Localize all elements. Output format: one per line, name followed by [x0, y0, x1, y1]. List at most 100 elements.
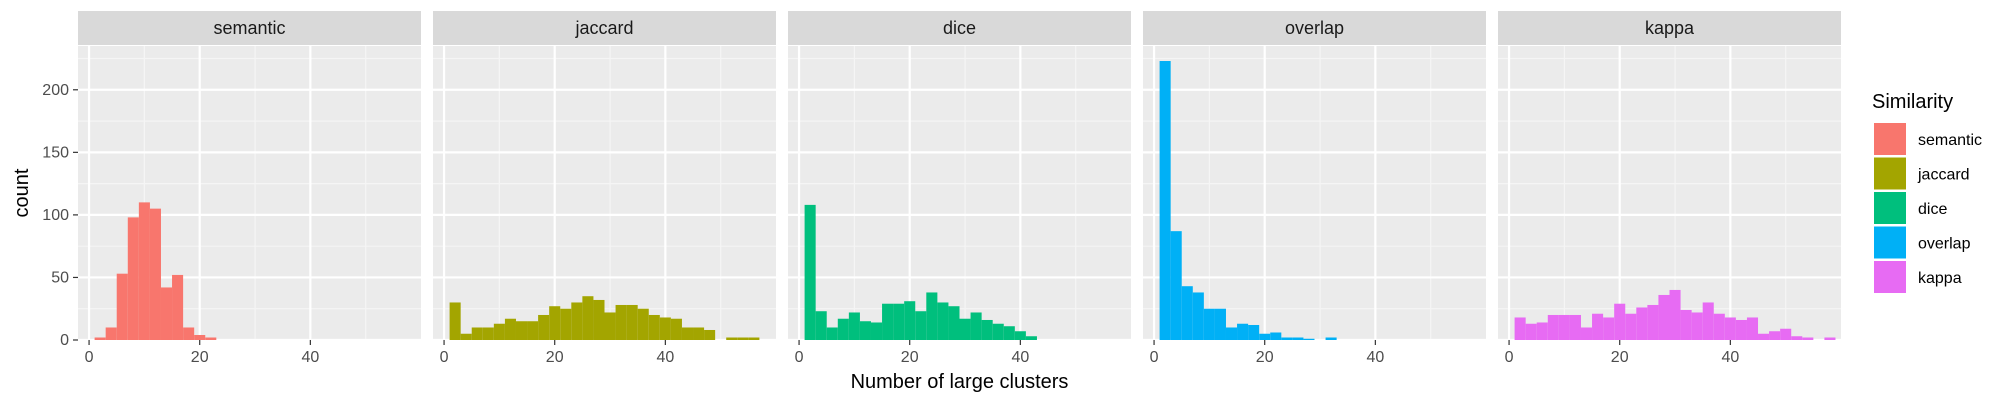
histogram-bar [1225, 327, 1238, 340]
histogram-bar [1680, 309, 1692, 340]
histogram-bar [1636, 307, 1648, 340]
histogram-bar [848, 312, 860, 340]
facet-strip [433, 11, 776, 45]
histogram-bar [693, 327, 705, 340]
legend-label: dice [1918, 201, 1947, 218]
histogram-bar [527, 321, 539, 340]
histogram-bar [449, 302, 461, 340]
histogram-bar [482, 327, 494, 340]
histogram-bar [870, 322, 883, 340]
legend-label: overlap [1918, 236, 1971, 253]
histogram-bar [1802, 337, 1814, 340]
histogram-bar [882, 303, 894, 340]
histogram-bar [560, 308, 572, 340]
histogram-bar [172, 274, 184, 340]
histogram-bar [571, 302, 583, 340]
histogram-bar [1192, 292, 1204, 340]
y-tick-label: 0 [60, 332, 69, 349]
x-tick-label: 20 [1256, 349, 1274, 366]
histogram-bar [948, 306, 960, 340]
histogram-bar [1592, 313, 1604, 340]
y-tick-label: 100 [42, 207, 69, 224]
histogram-bar [904, 301, 916, 340]
x-tick-label: 20 [546, 349, 564, 366]
facet-strip-label: jaccard [574, 18, 633, 38]
histogram-bar [1713, 313, 1725, 340]
histogram-bar [1791, 336, 1803, 340]
histogram-bar [648, 314, 660, 340]
histogram-bar [681, 327, 694, 340]
histogram-bar [1170, 231, 1182, 340]
histogram-bar [826, 327, 838, 340]
x-tick-label: 0 [1505, 349, 1514, 366]
histogram-bar [105, 327, 117, 340]
legend-key [1874, 261, 1906, 293]
histogram-bar [1181, 286, 1193, 340]
histogram-bar [704, 329, 716, 340]
histogram-bar [149, 208, 161, 340]
histogram-bar [1292, 337, 1304, 340]
x-tick-label: 40 [301, 349, 319, 366]
y-tick-label: 200 [42, 82, 69, 99]
histogram-bar [1525, 323, 1537, 340]
histogram-bar [1303, 338, 1315, 340]
histogram-bar [959, 318, 971, 340]
histogram-bar [1658, 294, 1670, 340]
histogram-bar [471, 327, 483, 340]
histogram-bar [1547, 314, 1559, 340]
x-tick-label: 40 [656, 349, 674, 366]
facet-strip-label: kappa [1645, 18, 1695, 38]
histogram-bar [116, 273, 128, 340]
histogram-bar [1558, 314, 1570, 340]
histogram-bar [915, 311, 927, 340]
histogram-bar [538, 314, 550, 340]
legend-title: Similarity [1872, 91, 1953, 113]
histogram-bar [1691, 312, 1703, 340]
histogram-bar [992, 323, 1004, 340]
legend-key [1874, 157, 1906, 190]
histogram-bar [859, 321, 871, 340]
histogram-bar [1514, 317, 1526, 340]
histogram-bar [515, 321, 528, 340]
x-axis-title: Number of large clusters [851, 371, 1069, 393]
histogram-bar [926, 292, 938, 340]
x-tick-label: 20 [1611, 349, 1629, 366]
x-tick-label: 40 [1011, 349, 1029, 366]
histogram-bar [1746, 317, 1759, 340]
histogram-bar [127, 217, 139, 340]
histogram-bar [670, 318, 682, 340]
facet-strip [788, 11, 1131, 45]
histogram-bar [504, 318, 516, 340]
histogram-bar [549, 306, 561, 340]
histogram-bar [1603, 317, 1615, 340]
histogram-bar [1159, 61, 1171, 341]
histogram-bar [1270, 332, 1282, 340]
histogram-bar [1669, 289, 1681, 340]
histogram-bar [1758, 333, 1770, 340]
histogram-bar [937, 302, 949, 340]
histogram-bar [804, 204, 816, 340]
x-tick-label: 0 [795, 349, 804, 366]
histogram-bar [1724, 317, 1736, 340]
histogram-bar [1325, 337, 1337, 340]
facet-strip [1143, 11, 1486, 45]
histogram-bar [160, 287, 173, 340]
histogram-bar [893, 303, 905, 340]
histogram-bar [194, 334, 206, 340]
histogram-bar [837, 318, 849, 340]
legend-key [1874, 123, 1906, 155]
histogram-bar [593, 299, 605, 340]
histogram-bar [1003, 326, 1015, 340]
x-tick-label: 0 [440, 349, 449, 366]
histogram-bar [1580, 327, 1593, 340]
histogram-bar [582, 296, 594, 340]
x-tick-label: 0 [1150, 349, 1159, 366]
facet-strip-label: dice [943, 18, 976, 38]
histogram-bar [726, 337, 738, 340]
legend-label: semantic [1918, 132, 1982, 149]
histogram-bar [1259, 333, 1271, 340]
histogram-bar [604, 312, 616, 340]
histogram-bar [970, 312, 982, 340]
histogram-bar [493, 323, 505, 340]
x-tick-label: 20 [901, 349, 919, 366]
